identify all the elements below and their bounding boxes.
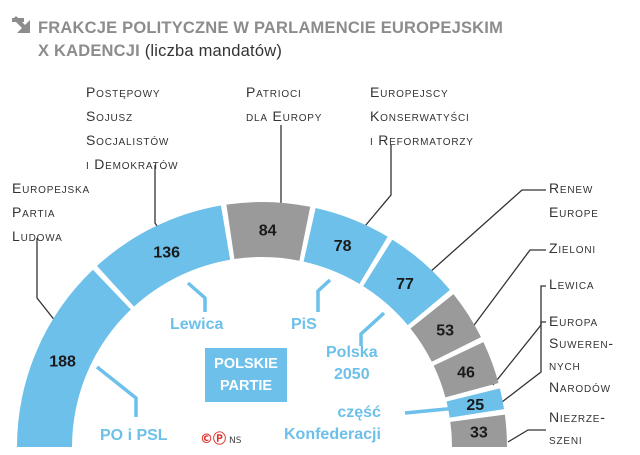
segment-2 [96,205,231,307]
segment-7 [433,342,499,398]
segment-1 [17,269,131,447]
copyright-icon: ©Ⓟ [200,432,227,447]
label-greens: Zieloni [549,240,596,256]
label-epp: Europejska Partia Ludowa [12,180,90,244]
segment-5 [363,239,450,326]
value-label-1: 188 [49,353,76,370]
leader-greens [462,249,546,341]
title-line-2: X KADENCJI [38,42,140,60]
label-esn: Europa Suweren-nych Narodów [549,313,614,395]
polish-polska2050: Polska 2050 [326,344,378,383]
arrow-down-right-icon [12,16,30,33]
credit: ©Ⓟ NS [200,428,241,447]
segment-9 [450,414,507,447]
label-ni: Niezrze-szeni [549,409,606,447]
value-label-3: 84 [259,223,277,240]
title-subtitle: (liczba mandatów) [144,42,283,60]
polish-konfederacja: część Konfederacji [284,404,381,443]
value-label-8: 25 [466,397,484,414]
leader-esn [501,321,546,403]
leader-ni [507,429,546,443]
value-label-6: 53 [436,323,454,340]
value-label-5: 77 [396,276,414,293]
chart-title: FRAKCJE POLITYCZNE W PARLAMENCIE EUROPEJ… [38,17,503,63]
title-line-1: FRAKCJE POLITYCZNE W PARLAMENCIE EUROPEJ… [38,19,504,37]
polish-lewica: Lewica [170,316,224,333]
label-patriots: Patrioci dla Europy [246,84,323,124]
segment-3 [226,202,311,261]
leader-lewica-pl [186,281,207,312]
polish-pis: PiS [291,316,317,333]
leader-lines [36,125,546,443]
leader-pis [316,278,332,312]
value-label-7: 46 [457,365,475,382]
label-sd: Postępowy Sojusz Socjalistów i Demokratów [86,84,179,172]
value-label-9: 33 [470,424,488,441]
value-label-4: 78 [334,238,352,255]
polish-leader-lines [95,278,458,417]
polish-parties-legend: POLSKIE PARTIE [205,348,287,402]
polish-po-psl: PO i PSL [100,427,168,444]
leader-renew [419,189,546,282]
author: NS [229,436,242,446]
leader-po-psl [95,365,138,417]
leader-polska2050 [359,311,386,346]
leader-epp [36,238,57,323]
label-ecr: Europejscy Konserwatyści i Reformatorzy [370,84,474,148]
label-left: Lewica [549,276,595,292]
leader-ecr [359,145,392,233]
segment-4 [303,207,388,284]
leader-left [492,285,546,386]
value-label-2: 136 [153,245,180,262]
segment-8 [446,388,505,418]
segment-6 [410,294,481,362]
label-renew: Renew Europe [549,180,599,220]
